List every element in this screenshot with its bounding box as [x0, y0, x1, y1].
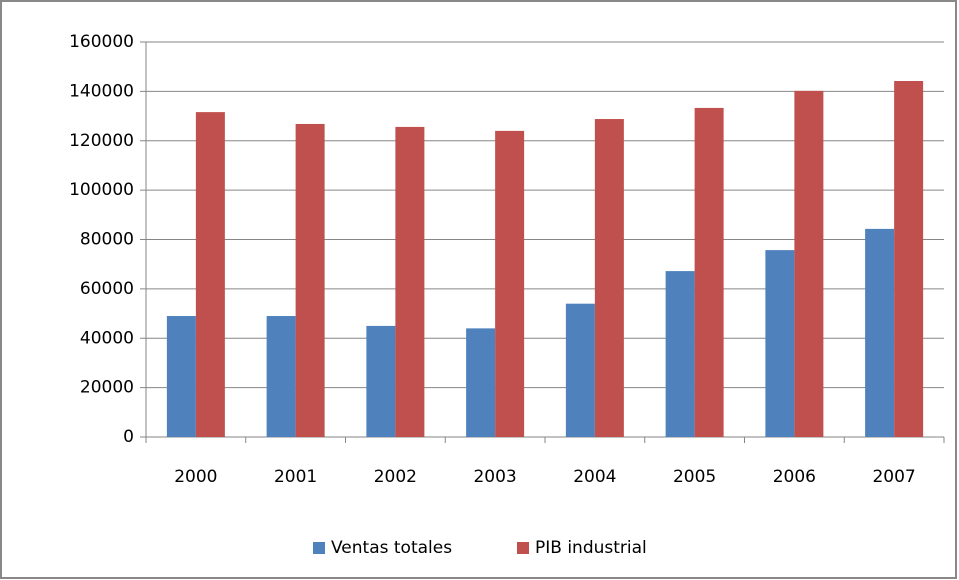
bar: [466, 328, 496, 437]
x-tick-label: 2001: [274, 467, 317, 487]
y-tick-label: 120000: [69, 131, 134, 151]
x-tick-label: 2002: [374, 467, 417, 487]
x-tick-label: 2004: [573, 467, 616, 487]
x-tick-label: 2005: [673, 467, 716, 487]
bar: [195, 112, 225, 438]
y-tick-label: 100000: [69, 180, 134, 200]
x-tick-label: 2006: [773, 467, 816, 487]
legend-swatch: [313, 542, 325, 554]
y-tick-label: 160000: [69, 32, 134, 52]
bar: [565, 303, 595, 437]
y-tick-label: 20000: [80, 378, 134, 398]
bar: [665, 271, 695, 437]
bar: [366, 325, 396, 437]
bar: [894, 81, 924, 437]
bar: [694, 107, 724, 438]
bar: [765, 250, 795, 437]
bar: [295, 123, 325, 438]
bar: [495, 130, 525, 437]
y-tick-label: 140000: [69, 81, 134, 101]
y-tick-label: 60000: [80, 279, 134, 299]
y-tick-label: 80000: [80, 230, 134, 250]
y-tick-label: 40000: [80, 328, 134, 348]
x-tick-label: 2003: [473, 467, 516, 487]
legend-swatch: [517, 542, 529, 554]
y-tick-label: 0: [123, 427, 134, 447]
bar: [794, 90, 824, 437]
x-tick-label: 2000: [174, 467, 217, 487]
x-tick-label: 2007: [872, 467, 915, 487]
bar: [266, 316, 296, 437]
legend-label: PIB industrial: [535, 538, 647, 558]
legend-label: Ventas totales: [331, 538, 452, 558]
bar: [865, 228, 895, 437]
bar: [594, 119, 624, 438]
bar: [395, 126, 425, 438]
bar: [166, 316, 196, 437]
